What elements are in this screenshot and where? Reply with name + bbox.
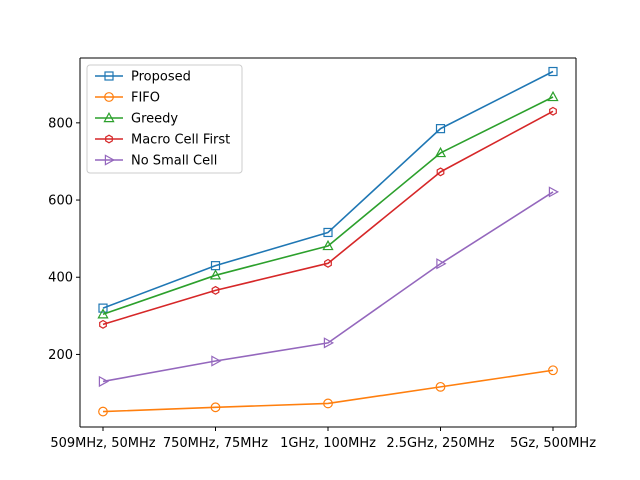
series-line-proposed (102, 70, 554, 309)
data-point-greedy-4 (547, 90, 559, 102)
y-tick-label: 200 (48, 348, 73, 363)
data-point-proposed-4 (548, 66, 558, 77)
legend-item-macro-cell-first: Macro Cell First (95, 133, 230, 148)
data-point-fifo-3 (435, 381, 446, 392)
legend-item-greedy: Greedy (95, 112, 178, 127)
data-point-macro-cell-first-3 (436, 167, 445, 177)
y-tick-label: 800 (48, 116, 73, 131)
legend-label: Greedy (131, 112, 178, 127)
legend-marker-fifo (104, 92, 114, 102)
legend-label: FIFO (131, 91, 160, 106)
legend-marker-no-small-cell (104, 154, 116, 166)
data-point-proposed-3 (435, 124, 446, 134)
y-tick-label: 600 (48, 194, 73, 209)
legend-marker-macro-cell-first (105, 134, 113, 144)
data-point-macro-cell-first-4 (549, 106, 557, 116)
legend-box (86, 64, 243, 174)
x-tick-label: 1GHz, 100MHz (280, 436, 376, 451)
data-point-fifo-0 (98, 406, 108, 417)
data-point-macro-cell-first-0 (99, 319, 107, 329)
data-point-fifo-4 (548, 365, 558, 376)
legend-marker-greedy (103, 111, 115, 123)
data-point-greedy-3 (434, 146, 447, 158)
series-no-small-cell (98, 186, 560, 388)
data-point-greedy-2 (322, 239, 334, 251)
data-point-proposed-2 (323, 227, 333, 238)
data-point-greedy-0 (97, 308, 109, 319)
data-point-fifo-2 (323, 398, 333, 409)
data-point-macro-cell-first-2 (324, 258, 332, 268)
data-point-no-small-cell-0 (98, 375, 110, 388)
data-point-no-small-cell-4 (548, 186, 560, 198)
data-point-greedy-1 (209, 269, 222, 280)
legend-item-fifo: FIFO (95, 91, 160, 106)
data-point-no-small-cell-1 (211, 355, 222, 367)
x-tick-label: 2.5GHz, 250MHz (386, 436, 494, 451)
data-point-no-small-cell-2 (323, 337, 335, 349)
legend-label: No Small Cell (131, 154, 217, 169)
series-greedy (97, 90, 559, 319)
series-fifo (98, 365, 558, 417)
data-point-proposed-0 (98, 303, 108, 313)
series-line-no-small-cell (102, 191, 554, 383)
legend: Proposed FIFO Greedy Macro Cell First No Sma… (86, 64, 243, 174)
series-layer (97, 66, 560, 417)
series-proposed (98, 66, 558, 313)
legend-label: Proposed (131, 70, 191, 85)
x-tick-label: 750MHz, 75MHz (163, 436, 268, 451)
y-tick-label: 400 (48, 271, 73, 286)
series-line-macro-cell-first (102, 110, 554, 326)
legend-item-proposed: Proposed (95, 70, 191, 85)
legend-marker-proposed (104, 71, 114, 81)
series-macro-cell-first (99, 106, 557, 329)
series-line-fifo (102, 369, 554, 413)
data-point-fifo-1 (210, 402, 221, 413)
legend-item-no-small-cell: No Small Cell (95, 154, 217, 169)
y-axis: 200 400 600 800 (48, 116, 80, 363)
x-tick-label: 509MHz, 50MHz (50, 436, 155, 451)
data-point-no-small-cell-3 (436, 258, 447, 270)
data-point-macro-cell-first-1 (211, 285, 220, 295)
series-line-greedy (102, 96, 554, 316)
x-tick-label: 5Gz, 500MHz (510, 436, 596, 451)
x-axis: 509MHz, 50MHz 750MHz, 75MHz 1GHz, 100MHz 2.… (50, 427, 596, 451)
legend-label: Macro Cell First (131, 133, 230, 148)
